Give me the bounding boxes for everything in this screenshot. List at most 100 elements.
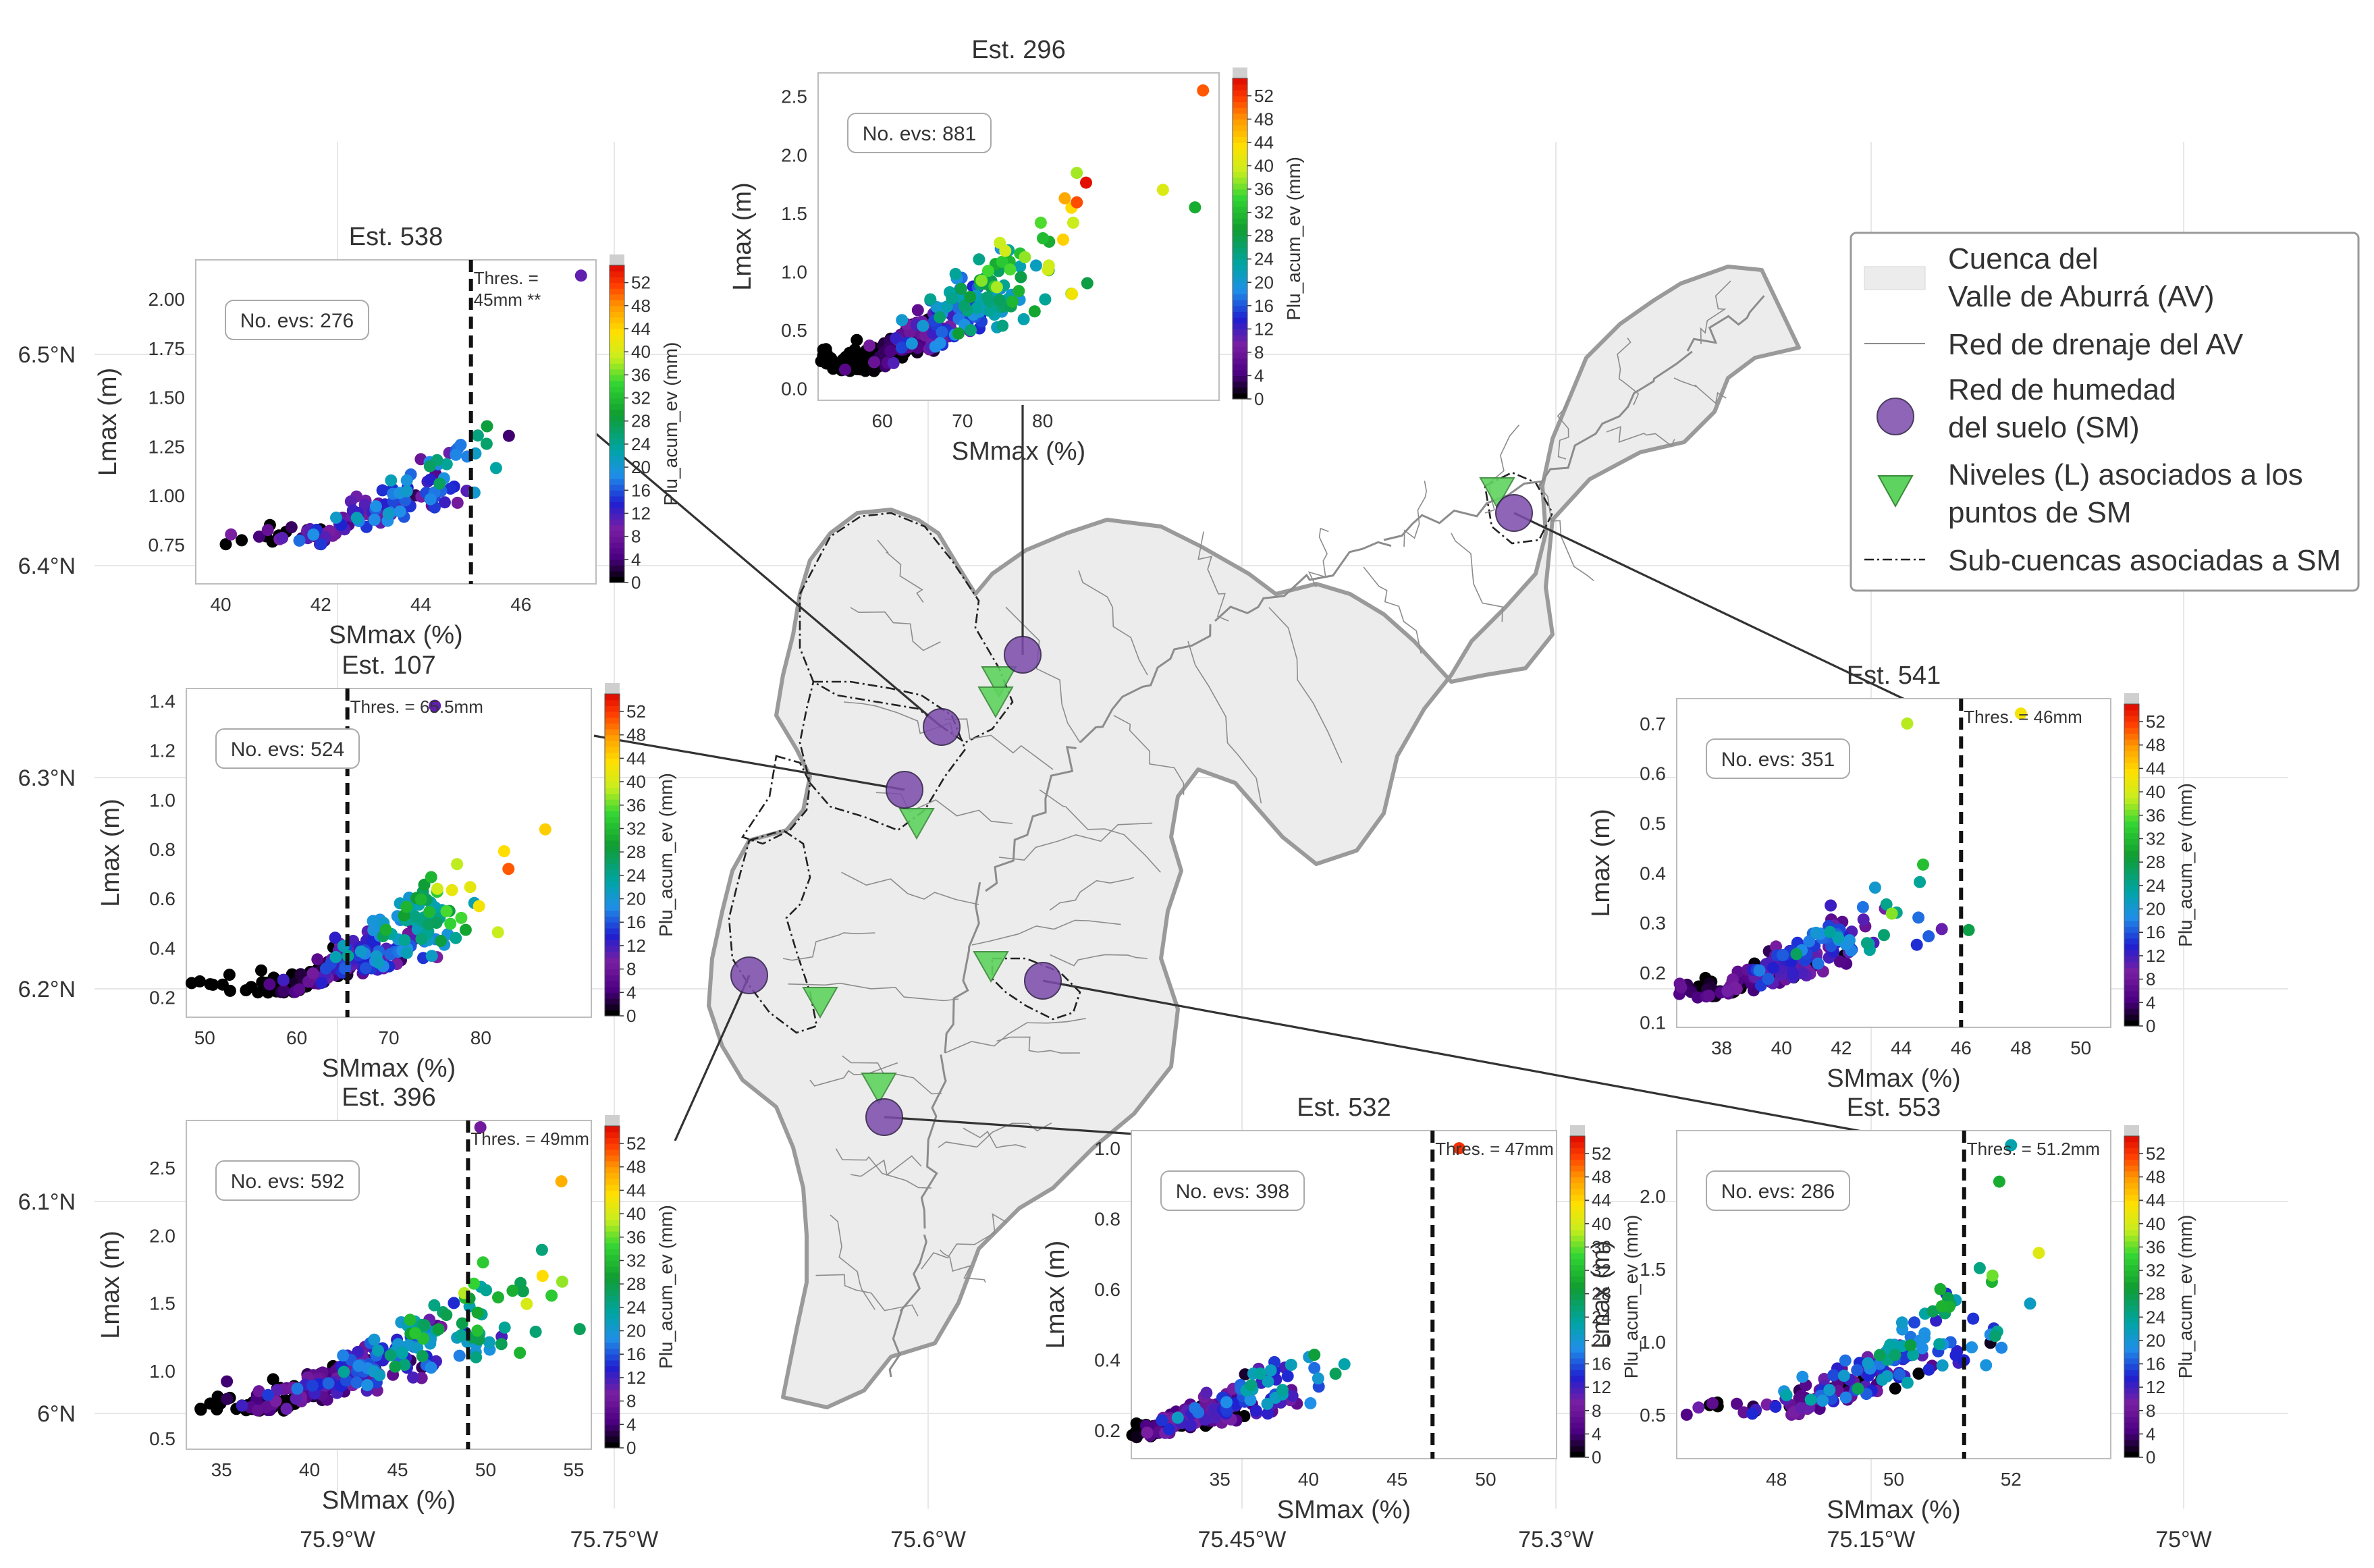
data-point [514, 1347, 527, 1359]
data-point [271, 1384, 284, 1397]
colorbar-segment [2124, 780, 2139, 787]
colorbar-segment [2124, 821, 2139, 828]
data-point [1141, 1426, 1154, 1439]
colorbar-tick-label: 8 [1592, 1401, 1601, 1421]
colorbar-segment [605, 1254, 620, 1262]
data-point [1901, 717, 1914, 730]
colorbar-tick-label: 36 [631, 364, 651, 385]
colorbar-tick-label: 44 [631, 319, 651, 339]
drainage-line [944, 882, 981, 1054]
colorbar-tick-label: 16 [626, 1344, 646, 1364]
data-point [240, 984, 252, 997]
colorbar-segment [605, 822, 620, 830]
colorbar-segment [610, 484, 624, 491]
data-point [306, 967, 319, 980]
colorbar-segment [2124, 1346, 2139, 1353]
drainage-line [996, 1036, 1081, 1054]
x-axis-label: SMmax (%) [322, 1486, 456, 1515]
data-point [491, 926, 504, 939]
data-point [1796, 1370, 1809, 1383]
x-tick-label: 42 [1831, 1037, 1852, 1058]
colorbar-segment [2124, 727, 2139, 734]
drainage-line [1078, 570, 1148, 676]
colorbar-segment [605, 1418, 620, 1425]
colorbar-segment [2124, 1200, 2139, 1207]
data-point [1889, 1382, 1901, 1395]
colorbar-segment [605, 945, 620, 952]
data-point [481, 420, 493, 433]
colorbar-tick-label: 32 [1254, 202, 1274, 223]
data-point [890, 332, 902, 345]
lat-tick-label: 6.2°N [18, 977, 76, 1002]
data-point [339, 962, 351, 975]
colorbar-segment [610, 288, 624, 295]
inset-title: Est. 538 [349, 223, 443, 251]
colorbar-segment [610, 432, 624, 439]
lon-tick-label: 75.3°W [1518, 1527, 1594, 1552]
data-point [471, 1306, 484, 1319]
colorbar-segment [1233, 253, 1247, 260]
data-point [444, 482, 457, 495]
colorbar-segment [2124, 739, 2139, 746]
drainage-line [1050, 954, 1148, 967]
data-point [1918, 1331, 1931, 1344]
colorbar-tick-label: 28 [1592, 1284, 1611, 1304]
data-point [455, 1329, 468, 1342]
colorbar-segment [610, 531, 624, 537]
colorbar-segment [605, 1289, 620, 1297]
colorbar-segment [610, 547, 624, 554]
data-point [965, 324, 977, 337]
colorbar-segment [1233, 265, 1247, 271]
event-count-text: No. evs: 524 [231, 738, 344, 761]
lon-tick-label: 75.75°W [570, 1527, 659, 1552]
data-point [1746, 1407, 1758, 1420]
colorbar-tick-label: 36 [2146, 1237, 2165, 1257]
data-point [1816, 1395, 1829, 1407]
legend-sm-label: Red de humedad [1948, 373, 2176, 406]
data-point [429, 699, 441, 712]
drainage-line [1451, 533, 1503, 622]
colorbar-segment [2124, 1282, 2139, 1289]
colorbar-segment [1570, 1177, 1585, 1183]
drainage-line [1538, 485, 1594, 581]
colorbar-segment [1570, 1235, 1585, 1242]
colorbar-segment [610, 565, 624, 572]
data-point [415, 933, 428, 946]
colorbar-segment [610, 415, 624, 422]
colorbar-segment [1233, 189, 1247, 196]
colorbar-segment [1570, 1434, 1585, 1440]
data-point [1904, 1330, 1917, 1343]
data-point [221, 1393, 234, 1405]
data-point [483, 1336, 495, 1349]
y-tick-label: 1.0 [149, 790, 176, 811]
colorbar-segment [605, 1424, 620, 1431]
colorbar-segment [610, 323, 624, 329]
colorbar-segment [610, 369, 624, 375]
colorbar-segment [2124, 1422, 2139, 1429]
sub-basin-outline [728, 829, 818, 1034]
colorbar-segment [605, 729, 620, 736]
colorbar-segment [605, 1190, 620, 1197]
sm-station-marker [923, 708, 961, 746]
data-point [223, 969, 236, 981]
data-point [470, 1351, 483, 1363]
colorbar-segment [2124, 944, 2139, 950]
data-point [952, 327, 965, 340]
data-point [1081, 277, 1094, 290]
map-axis-labels: 75.9°W 75.75°W 75.6°W 75.45°W 75.3°W 75.15°W 7… [18, 342, 2212, 1552]
drainage-line [830, 1214, 875, 1310]
colorbar-segment [605, 734, 620, 741]
colorbar-segment [605, 817, 620, 823]
data-point [450, 931, 462, 944]
data-point [418, 1319, 431, 1332]
data-point [459, 923, 472, 936]
data-point [1804, 1393, 1817, 1406]
x-axis-label: SMmax (%) [329, 621, 462, 649]
drainage-line [835, 1148, 932, 1189]
colorbar-segment [2124, 792, 2139, 799]
colorbar-segment [1233, 101, 1247, 108]
colorbar-extension [605, 683, 620, 694]
data-point [981, 291, 994, 304]
data-point [1917, 858, 1929, 871]
data-point [2014, 707, 2027, 720]
